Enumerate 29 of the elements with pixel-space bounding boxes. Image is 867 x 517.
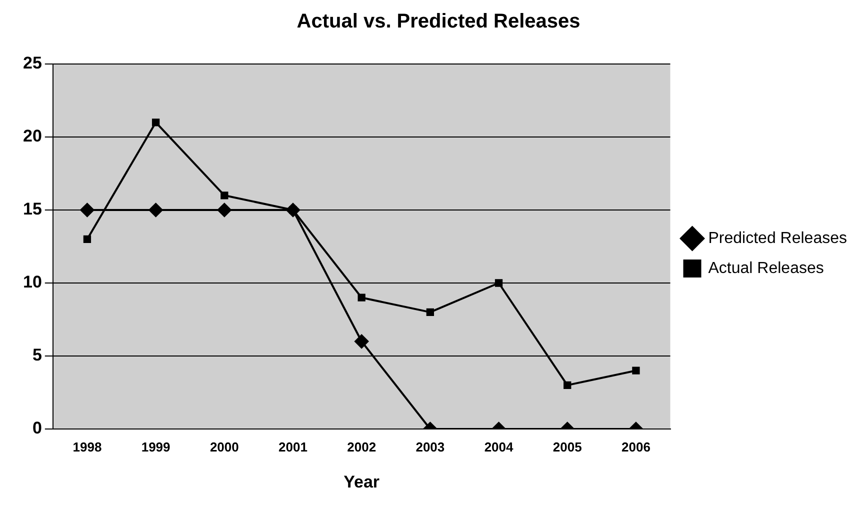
- point: [494, 279, 503, 287]
- y-tick-label: 0: [32, 418, 42, 438]
- point: [152, 118, 160, 126]
- point: [217, 203, 232, 217]
- chart-title: Actual vs. Predicted Releases: [296, 10, 580, 33]
- x-tick-label: 2000: [210, 439, 239, 454]
- x-tick-label: 2003: [416, 439, 445, 454]
- point: [80, 203, 94, 217]
- y-tick-label: 25: [22, 54, 42, 73]
- point: [354, 334, 369, 348]
- y-tick-label: 20: [22, 126, 42, 146]
- x-tick-label: 2001: [278, 439, 308, 454]
- x-tick-label: 2005: [552, 439, 582, 454]
- point: [83, 235, 92, 244]
- x-tick-label: 1998: [72, 439, 102, 454]
- point: [358, 294, 366, 302]
- y-tick-label: 5: [32, 346, 42, 365]
- y-tick-label: 15: [22, 200, 42, 219]
- x-tick-label: 2002: [347, 439, 376, 454]
- point: [426, 308, 434, 316]
- legend-label: Actual Releases: [708, 260, 824, 277]
- point: [220, 192, 228, 200]
- x-tick-label: 2004: [484, 439, 514, 454]
- x-tick-label: 1999: [141, 439, 170, 454]
- x-axis-title: Year: [344, 472, 380, 492]
- y-tick-label: 10: [22, 272, 42, 292]
- point: [148, 203, 163, 217]
- legend-label: Predicted Releases: [708, 230, 848, 247]
- x-tick-label: 2006: [622, 439, 650, 454]
